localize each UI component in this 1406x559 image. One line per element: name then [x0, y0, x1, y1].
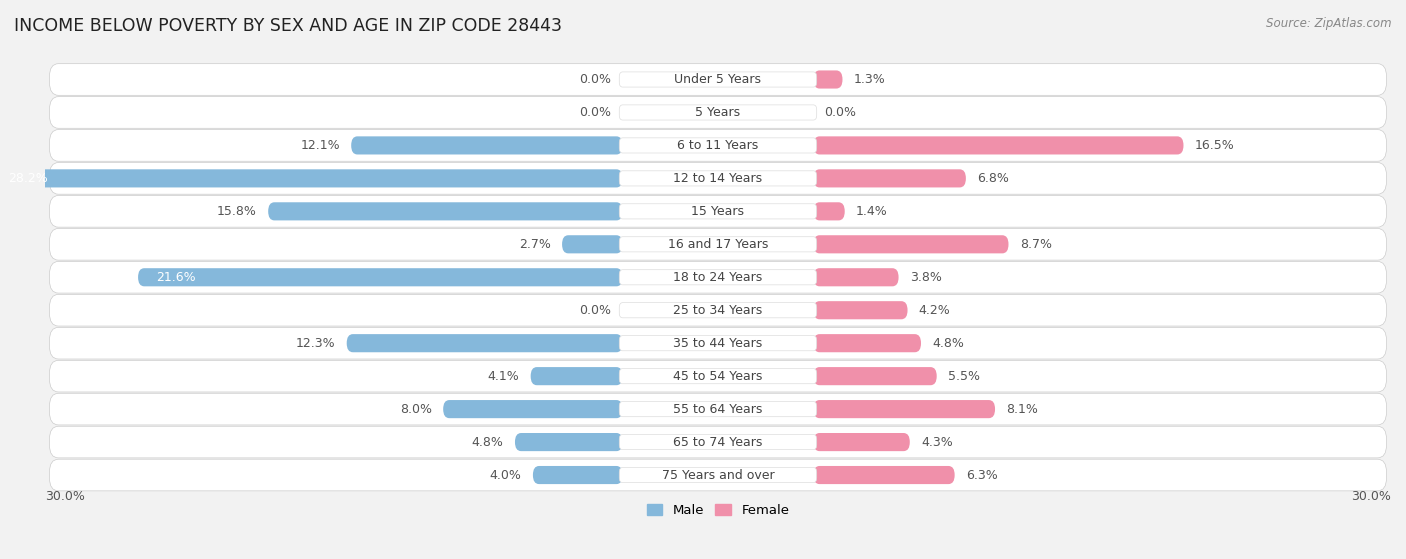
Text: 25 to 34 Years: 25 to 34 Years	[673, 304, 762, 317]
Text: 55 to 64 Years: 55 to 64 Years	[673, 402, 762, 415]
Text: 4.2%: 4.2%	[918, 304, 950, 317]
FancyBboxPatch shape	[269, 202, 623, 220]
FancyBboxPatch shape	[619, 236, 817, 252]
Text: 4.1%: 4.1%	[488, 369, 519, 383]
FancyBboxPatch shape	[813, 169, 966, 187]
FancyBboxPatch shape	[619, 467, 817, 482]
FancyBboxPatch shape	[49, 130, 1386, 161]
Text: 5.5%: 5.5%	[948, 369, 980, 383]
FancyBboxPatch shape	[515, 433, 623, 451]
FancyBboxPatch shape	[49, 361, 1386, 392]
FancyBboxPatch shape	[813, 400, 995, 418]
FancyBboxPatch shape	[49, 163, 1386, 194]
FancyBboxPatch shape	[619, 269, 817, 285]
Text: 0.0%: 0.0%	[824, 106, 856, 119]
FancyBboxPatch shape	[619, 335, 817, 350]
Text: 6 to 11 Years: 6 to 11 Years	[678, 139, 759, 152]
Text: 0.0%: 0.0%	[579, 106, 612, 119]
Text: 6.3%: 6.3%	[966, 468, 998, 481]
FancyBboxPatch shape	[138, 268, 623, 286]
FancyBboxPatch shape	[49, 394, 1386, 425]
FancyBboxPatch shape	[533, 466, 623, 484]
Text: 4.8%: 4.8%	[932, 337, 965, 350]
Text: 18 to 24 Years: 18 to 24 Years	[673, 271, 762, 284]
Legend: Male, Female: Male, Female	[641, 499, 794, 522]
FancyBboxPatch shape	[813, 70, 842, 88]
Text: 4.0%: 4.0%	[489, 468, 522, 481]
Text: 8.0%: 8.0%	[399, 402, 432, 415]
FancyBboxPatch shape	[619, 138, 817, 153]
FancyBboxPatch shape	[49, 196, 1386, 227]
FancyBboxPatch shape	[49, 295, 1386, 326]
Text: 21.6%: 21.6%	[156, 271, 195, 284]
Text: 1.4%: 1.4%	[856, 205, 887, 218]
FancyBboxPatch shape	[49, 262, 1386, 293]
FancyBboxPatch shape	[813, 367, 936, 385]
Text: Under 5 Years: Under 5 Years	[675, 73, 762, 86]
Text: 3.8%: 3.8%	[910, 271, 942, 284]
FancyBboxPatch shape	[530, 367, 623, 385]
Text: 15.8%: 15.8%	[217, 205, 257, 218]
FancyBboxPatch shape	[352, 136, 623, 154]
Text: 4.3%: 4.3%	[921, 435, 953, 448]
FancyBboxPatch shape	[619, 171, 817, 186]
Text: 8.7%: 8.7%	[1019, 238, 1052, 251]
FancyBboxPatch shape	[49, 459, 1386, 491]
FancyBboxPatch shape	[49, 229, 1386, 260]
FancyBboxPatch shape	[49, 97, 1386, 128]
FancyBboxPatch shape	[619, 434, 817, 449]
FancyBboxPatch shape	[813, 433, 910, 451]
FancyBboxPatch shape	[49, 328, 1386, 359]
Text: 35 to 44 Years: 35 to 44 Years	[673, 337, 762, 350]
Text: 28.2%: 28.2%	[8, 172, 48, 185]
Text: 12.3%: 12.3%	[295, 337, 336, 350]
FancyBboxPatch shape	[813, 466, 955, 484]
Text: 75 Years and over: 75 Years and over	[662, 468, 775, 481]
Text: 12.1%: 12.1%	[301, 139, 340, 152]
Text: 30.0%: 30.0%	[1351, 490, 1391, 503]
Text: 0.0%: 0.0%	[579, 304, 612, 317]
Text: 12 to 14 Years: 12 to 14 Years	[673, 172, 762, 185]
Text: 2.7%: 2.7%	[519, 238, 551, 251]
Text: 15 Years: 15 Years	[692, 205, 745, 218]
Text: 65 to 74 Years: 65 to 74 Years	[673, 435, 762, 448]
FancyBboxPatch shape	[347, 334, 623, 352]
Text: 8.1%: 8.1%	[1007, 402, 1038, 415]
Text: 45 to 54 Years: 45 to 54 Years	[673, 369, 762, 383]
Text: 4.8%: 4.8%	[472, 435, 503, 448]
Text: 1.3%: 1.3%	[853, 73, 886, 86]
FancyBboxPatch shape	[619, 105, 817, 120]
FancyBboxPatch shape	[49, 427, 1386, 458]
FancyBboxPatch shape	[813, 334, 921, 352]
FancyBboxPatch shape	[619, 302, 817, 318]
Text: 6.8%: 6.8%	[977, 172, 1010, 185]
FancyBboxPatch shape	[562, 235, 623, 253]
Text: 0.0%: 0.0%	[579, 73, 612, 86]
FancyBboxPatch shape	[619, 72, 817, 87]
Text: 5 Years: 5 Years	[696, 106, 741, 119]
Text: INCOME BELOW POVERTY BY SEX AND AGE IN ZIP CODE 28443: INCOME BELOW POVERTY BY SEX AND AGE IN Z…	[14, 17, 562, 35]
Text: 16 and 17 Years: 16 and 17 Years	[668, 238, 768, 251]
FancyBboxPatch shape	[619, 204, 817, 219]
FancyBboxPatch shape	[813, 301, 907, 319]
Text: 16.5%: 16.5%	[1195, 139, 1234, 152]
FancyBboxPatch shape	[49, 64, 1386, 96]
FancyBboxPatch shape	[0, 169, 623, 187]
FancyBboxPatch shape	[619, 368, 817, 383]
FancyBboxPatch shape	[619, 401, 817, 416]
FancyBboxPatch shape	[443, 400, 623, 418]
FancyBboxPatch shape	[813, 235, 1008, 253]
Text: 30.0%: 30.0%	[45, 490, 84, 503]
Text: Source: ZipAtlas.com: Source: ZipAtlas.com	[1267, 17, 1392, 30]
FancyBboxPatch shape	[813, 268, 898, 286]
FancyBboxPatch shape	[813, 136, 1184, 154]
FancyBboxPatch shape	[813, 202, 845, 220]
